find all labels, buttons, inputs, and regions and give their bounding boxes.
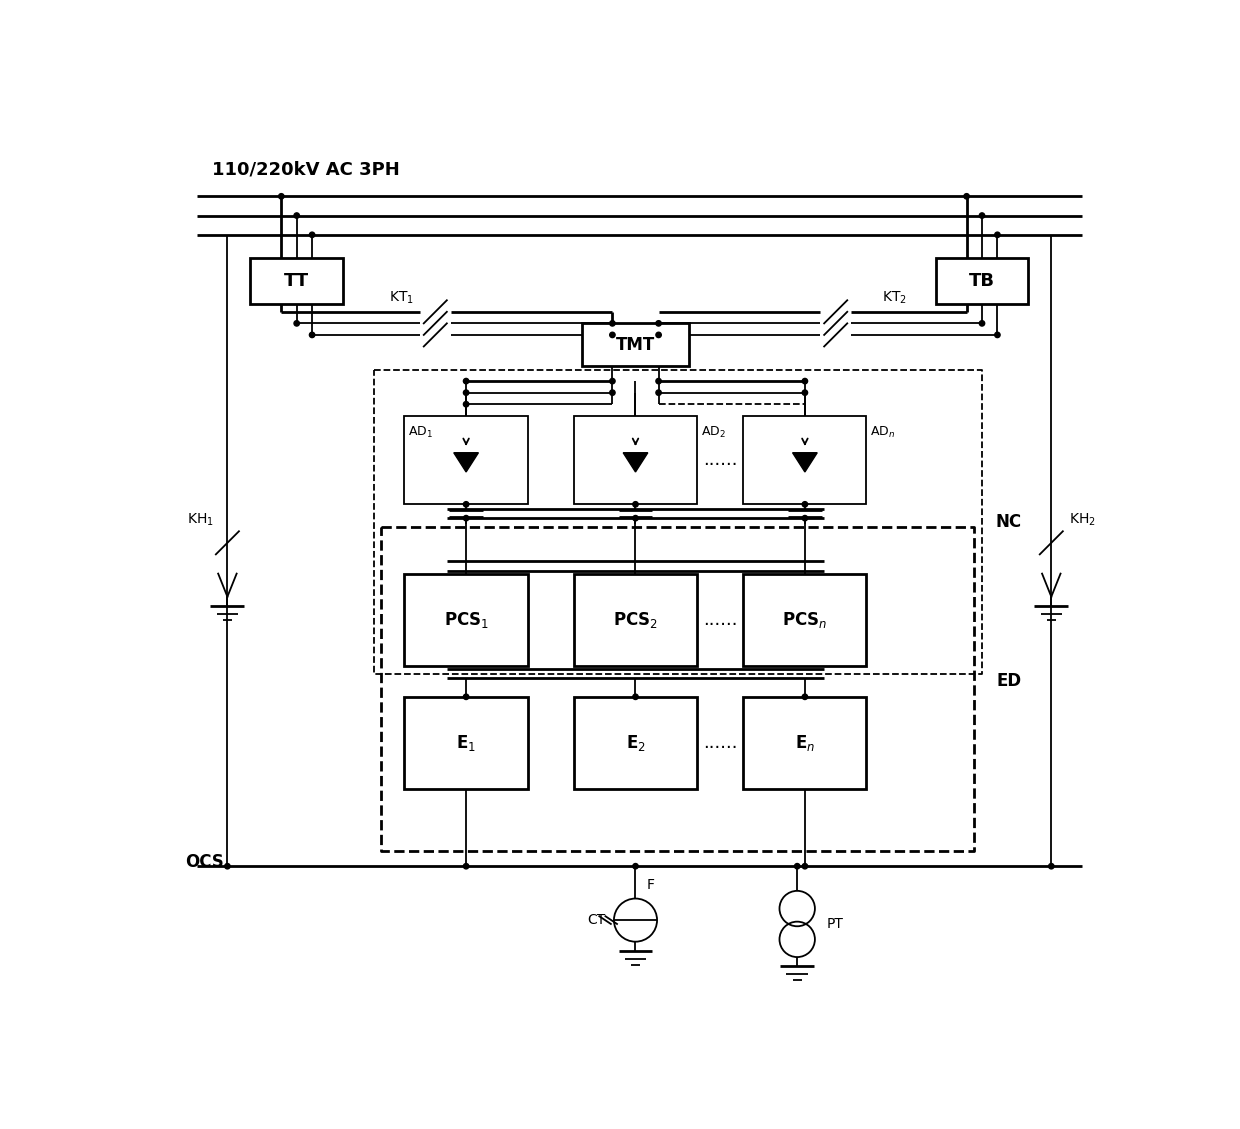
FancyBboxPatch shape xyxy=(743,574,867,666)
Text: PCS$_2$: PCS$_2$ xyxy=(613,610,658,630)
FancyBboxPatch shape xyxy=(743,697,867,789)
Circle shape xyxy=(632,864,639,869)
FancyBboxPatch shape xyxy=(743,415,867,505)
Text: F: F xyxy=(647,878,655,892)
FancyBboxPatch shape xyxy=(404,697,528,789)
Circle shape xyxy=(632,694,639,700)
Text: E$_n$: E$_n$ xyxy=(795,733,815,753)
Circle shape xyxy=(464,390,469,395)
Text: 110/220kV AC 3PH: 110/220kV AC 3PH xyxy=(212,160,399,178)
Circle shape xyxy=(610,390,615,395)
Circle shape xyxy=(802,390,807,395)
Circle shape xyxy=(656,321,661,326)
Text: AD$_n$: AD$_n$ xyxy=(870,425,895,440)
Circle shape xyxy=(802,378,807,384)
Polygon shape xyxy=(624,453,647,472)
Circle shape xyxy=(464,694,469,700)
Circle shape xyxy=(310,233,315,237)
Circle shape xyxy=(980,213,985,218)
Circle shape xyxy=(994,233,1001,237)
Circle shape xyxy=(802,864,807,869)
Circle shape xyxy=(802,501,807,507)
Circle shape xyxy=(802,516,807,520)
Circle shape xyxy=(279,193,284,199)
Text: E$_1$: E$_1$ xyxy=(456,733,476,753)
Text: ED: ED xyxy=(997,673,1022,691)
Text: NC: NC xyxy=(996,513,1022,531)
Circle shape xyxy=(610,332,615,338)
Text: ......: ...... xyxy=(703,734,738,752)
FancyBboxPatch shape xyxy=(574,574,697,666)
Circle shape xyxy=(294,213,299,218)
Text: TT: TT xyxy=(284,272,309,290)
Circle shape xyxy=(610,378,615,384)
Text: AD$_2$: AD$_2$ xyxy=(701,425,725,440)
FancyBboxPatch shape xyxy=(404,415,528,505)
Circle shape xyxy=(994,332,1001,338)
Text: ......: ...... xyxy=(703,450,738,469)
Text: TMT: TMT xyxy=(616,335,655,353)
Text: CT: CT xyxy=(587,913,605,927)
Polygon shape xyxy=(792,453,817,472)
FancyBboxPatch shape xyxy=(582,323,689,366)
Circle shape xyxy=(464,864,469,869)
Text: OCS: OCS xyxy=(185,854,223,872)
Circle shape xyxy=(1049,864,1054,869)
Circle shape xyxy=(464,402,469,406)
FancyBboxPatch shape xyxy=(250,257,343,304)
Text: KH$_1$: KH$_1$ xyxy=(187,511,215,528)
Circle shape xyxy=(464,516,469,520)
Circle shape xyxy=(656,390,661,395)
Circle shape xyxy=(795,864,800,869)
Text: KT$_1$: KT$_1$ xyxy=(389,290,414,306)
Circle shape xyxy=(224,864,231,869)
Text: E$_2$: E$_2$ xyxy=(626,733,645,753)
Circle shape xyxy=(963,193,970,199)
Text: ......: ...... xyxy=(703,611,738,629)
Circle shape xyxy=(464,501,469,507)
Circle shape xyxy=(310,332,315,338)
Circle shape xyxy=(656,332,661,338)
Text: KH$_2$: KH$_2$ xyxy=(1069,511,1096,528)
Text: PCS$_n$: PCS$_n$ xyxy=(782,610,827,630)
Text: PT: PT xyxy=(826,917,843,931)
Circle shape xyxy=(632,501,639,507)
Text: TB: TB xyxy=(968,272,994,290)
Circle shape xyxy=(610,321,615,326)
FancyBboxPatch shape xyxy=(936,257,1028,304)
FancyBboxPatch shape xyxy=(574,697,697,789)
Circle shape xyxy=(294,321,299,326)
Polygon shape xyxy=(454,453,479,472)
Circle shape xyxy=(802,694,807,700)
FancyBboxPatch shape xyxy=(404,574,528,666)
Circle shape xyxy=(464,378,469,384)
Text: KT$_2$: KT$_2$ xyxy=(882,290,906,306)
Circle shape xyxy=(632,516,639,520)
FancyBboxPatch shape xyxy=(574,415,697,505)
Text: AD$_1$: AD$_1$ xyxy=(408,425,434,440)
Circle shape xyxy=(656,378,661,384)
Text: PCS$_1$: PCS$_1$ xyxy=(444,610,489,630)
Circle shape xyxy=(980,321,985,326)
